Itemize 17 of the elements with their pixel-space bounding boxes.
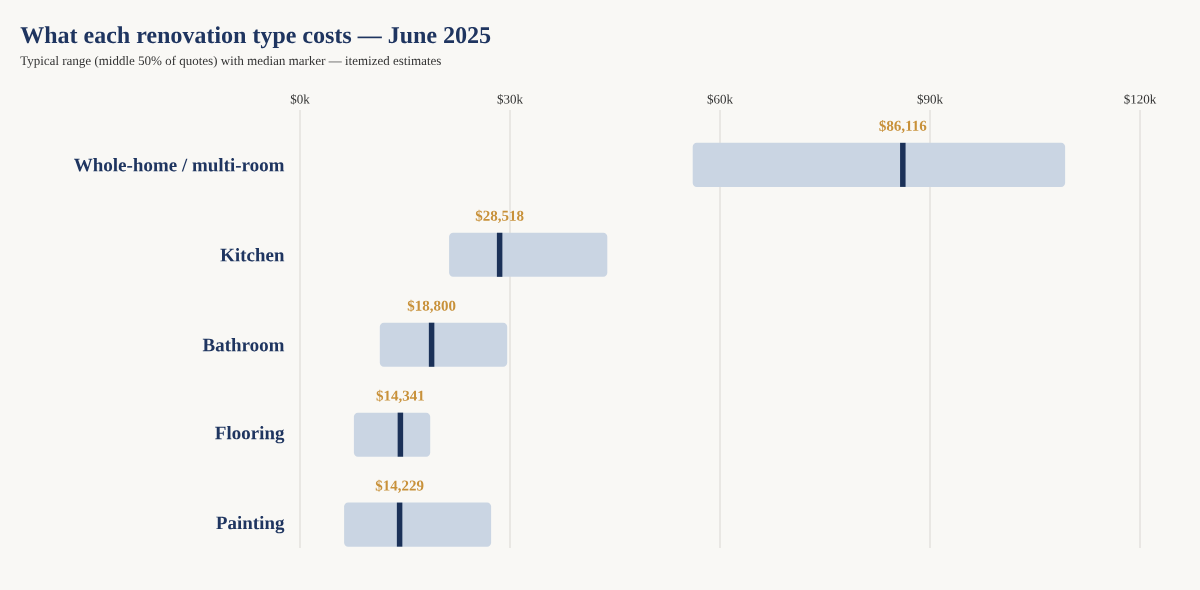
- x-tick-label: $60k: [707, 94, 734, 105]
- chart-subtitle: Typical range (middle 50% of quotes) with median marker — itemized estimates: [20, 55, 441, 68]
- annotation: $86,116: [879, 119, 927, 134]
- y-tick-label: Painting: [216, 515, 285, 534]
- y-tick-label: Kitchen: [220, 248, 285, 262]
- annotation: $18,800: [407, 299, 456, 313]
- annotation: $14,341: [376, 389, 424, 403]
- annotation: $14,229: [375, 479, 424, 493]
- x-tick-label: $0k: [290, 94, 310, 105]
- y-tick-label: Whole-home / multi-room: [74, 158, 285, 172]
- y-tick-label: Bathroom: [202, 338, 285, 352]
- x-tick-label: $120k: [1124, 94, 1157, 105]
- x-tick-label: $90k: [917, 94, 944, 105]
- chart-title: What each renovation type costs — June 2025: [20, 26, 491, 49]
- y-tick-label: Flooring: [215, 425, 285, 444]
- x-tick-label: $30k: [497, 94, 523, 105]
- annotation: $28,518: [475, 209, 524, 224]
